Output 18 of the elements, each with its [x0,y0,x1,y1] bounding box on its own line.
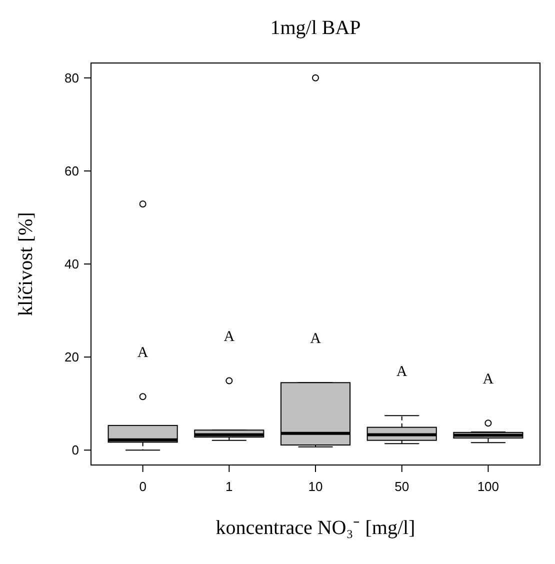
chart-title: 1mg/l BAP [270,17,361,39]
x-tick-label: 100 [477,479,500,494]
y-tick-label: 20 [64,350,79,365]
x-tick-label: 10 [308,479,323,494]
x-tick-label: 0 [139,479,146,494]
annotation: A [482,371,494,388]
y-tick-label: 40 [64,256,79,272]
x-axis-title: koncentrace NO₃⁻ [mg/l] [216,517,416,539]
y-tick-label: 60 [64,163,79,178]
y-tick-label: 80 [64,70,79,86]
y-tick-label: 0 [72,442,79,458]
x-tick-label: 50 [394,479,410,494]
y-axis-title: klíčivost [%] [15,212,37,316]
annotation: A [137,344,148,361]
annotation: A [310,330,322,347]
annotation: A [396,364,408,380]
x-tick-label: 1 [226,479,233,494]
annotation: A [224,329,235,346]
